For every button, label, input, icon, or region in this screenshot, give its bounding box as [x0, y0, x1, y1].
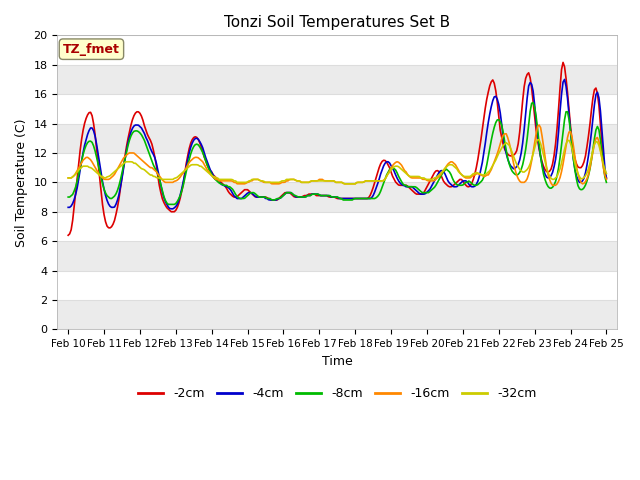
Bar — [58, 300, 617, 329]
Legend: -2cm, -4cm, -8cm, -16cm, -32cm: -2cm, -4cm, -8cm, -16cm, -32cm — [133, 383, 541, 406]
Y-axis label: Soil Temperature (C): Soil Temperature (C) — [15, 118, 28, 247]
Bar — [58, 241, 617, 271]
Title: Tonzi Soil Temperatures Set B: Tonzi Soil Temperatures Set B — [224, 15, 451, 30]
Bar — [58, 182, 617, 212]
Bar — [58, 65, 617, 94]
X-axis label: Time: Time — [322, 355, 353, 368]
Text: TZ_fmet: TZ_fmet — [63, 43, 120, 56]
Bar — [58, 123, 617, 153]
